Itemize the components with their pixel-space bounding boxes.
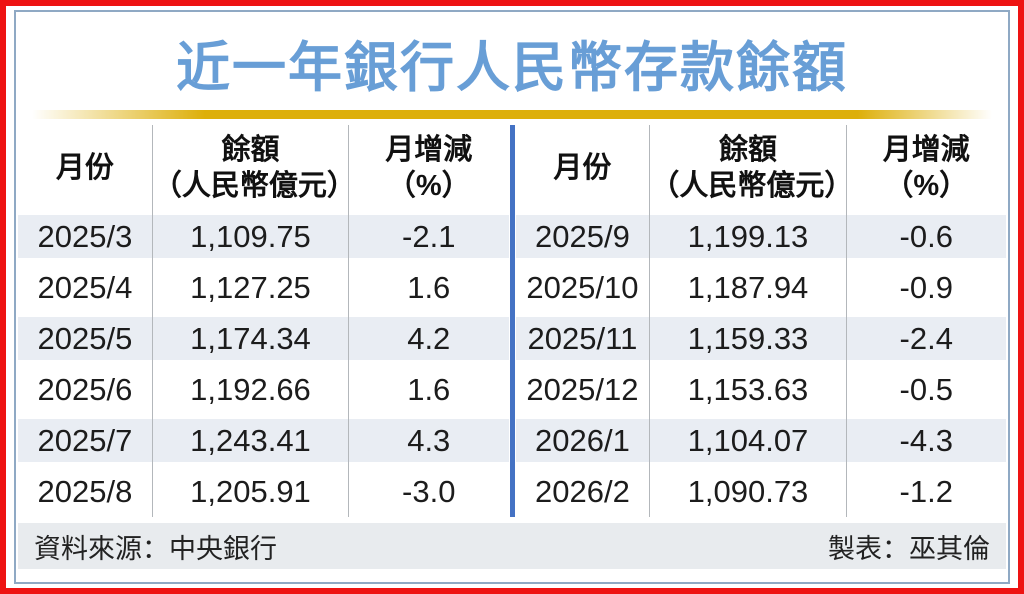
right-table-header: 月份 餘額 （人民幣億元） 月增減 （%） <box>516 125 1007 211</box>
left-table-body: 2025/3 1,109.75 -2.1 2025/4 1,127.25 1.6 2025/… <box>18 211 509 517</box>
center-divider <box>509 125 515 517</box>
balance-cell: 1,174.34 <box>153 313 350 364</box>
table-row: 2026/1 1,104.07 -4.3 <box>515 415 1006 466</box>
month-cell: 2025/4 <box>18 262 153 313</box>
change-cell: -0.5 <box>899 371 953 407</box>
table-row: 2025/9 1,199.13 -0.6 <box>515 211 1006 262</box>
month-cell: 2025/11 <box>516 313 651 364</box>
month-column-header: 月份 <box>516 125 651 211</box>
balance-cell: 1,192.66 <box>153 364 350 415</box>
content-area: 近一年銀行人民幣存款餘額 月份 餘額 （人民幣億元） 月增減 （%） <box>18 14 1006 580</box>
month-cell: 2025/12 <box>516 364 651 415</box>
balance-cell: 1,127.25 <box>153 262 350 313</box>
table-row: 2025/12 1,153.63 -0.5 <box>516 364 1007 415</box>
month-cell: 2025/7 <box>18 415 153 466</box>
table-row: 2025/4 1,127.25 1.6 <box>18 262 509 313</box>
month-cell: 2025/8 <box>18 466 153 517</box>
month-cell: 2025/6 <box>18 364 153 415</box>
month-cell: 2025/5 <box>18 313 153 364</box>
change-column-header: 月增減 （%） <box>847 125 1006 211</box>
change-column-header: 月增減 （%） <box>349 125 508 211</box>
change-header-line1: 月增減 <box>385 133 473 166</box>
change-cell: -3.0 <box>402 473 456 509</box>
table-row: 2025/3 1,109.75 -2.1 <box>18 211 509 262</box>
balance-cell: 1,153.63 <box>650 364 847 415</box>
change-cell: -2.4 <box>899 320 953 356</box>
change-cell: -1.2 <box>899 473 953 509</box>
balance-cell: 1,205.91 <box>153 466 350 517</box>
change-header-line1: 月增減 <box>882 133 970 166</box>
table-zone: 月份 餘額 （人民幣億元） 月增減 （%） 2025/3 1,109.75 -2.1… <box>18 125 1006 517</box>
table-row: 2026/2 1,090.73 -1.2 <box>516 466 1007 517</box>
footer-strip: 資料來源：中央銀行 製表：巫其倫 <box>18 523 1006 569</box>
change-cell: -0.6 <box>899 218 953 254</box>
month-cell: 2026/1 <box>516 415 651 466</box>
change-cell: -2.1 <box>402 218 456 254</box>
left-table-header: 月份 餘額 （人民幣億元） 月增減 （%） <box>18 125 509 211</box>
left-table: 月份 餘額 （人民幣億元） 月增減 （%） 2025/3 1,109.75 -2.1… <box>18 125 509 517</box>
change-header-line2: （%） <box>884 170 969 202</box>
month-cell: 2025/9 <box>516 211 651 262</box>
source-label: 資料來源：中央銀行 <box>34 533 277 564</box>
balance-column-header: 餘額 （人民幣億元） <box>152 125 356 211</box>
table-row: 2025/6 1,192.66 1.6 <box>18 364 509 415</box>
right-table-body: 2025/9 1,199.13 -0.6 2025/10 1,187.94 -0.9 202… <box>515 211 1007 517</box>
balance-header-line1: 餘額 <box>221 133 280 166</box>
month-column-header: 月份 <box>18 125 153 211</box>
month-header-label: 月份 <box>553 151 612 184</box>
balance-cell: 1,199.13 <box>650 211 847 262</box>
table-row: 2025/5 1,174.34 4.2 <box>18 313 509 364</box>
page-title: 近一年銀行人民幣存款餘額 <box>176 37 848 98</box>
month-cell: 2026/2 <box>516 466 651 517</box>
balance-column-header: 餘額 （人民幣億元） <box>650 125 854 211</box>
balance-cell: 1,243.41 <box>153 415 350 466</box>
month-cell: 2025/3 <box>18 211 153 262</box>
gold-divider-rule <box>32 110 992 119</box>
table-row: 2025/10 1,187.94 -0.9 <box>516 262 1007 313</box>
balance-cell: 1,159.33 <box>650 313 847 364</box>
balance-header-line2: （人民幣億元） <box>152 170 356 202</box>
balance-cell: 1,109.75 <box>153 211 350 262</box>
month-header-label: 月份 <box>55 151 114 184</box>
table-row: 2025/7 1,243.41 4.3 <box>18 415 509 466</box>
table-row: 2025/8 1,205.91 -3.0 <box>18 466 509 517</box>
balance-cell: 1,187.94 <box>650 262 847 313</box>
right-table: 月份 餘額 （人民幣億元） 月增減 （%） 2025/9 1,199.13 -0.6… <box>515 125 1007 517</box>
month-cell: 2025/10 <box>516 262 651 313</box>
change-header-line2: （%） <box>386 170 471 202</box>
table-row: 2025/11 1,159.33 -2.4 <box>515 313 1006 364</box>
balance-cell: 1,104.07 <box>650 415 847 466</box>
change-cell: 4.2 <box>407 320 451 356</box>
balance-header-line1: 餘額 <box>718 133 777 166</box>
change-cell: -0.9 <box>899 269 953 305</box>
change-cell: 1.6 <box>407 371 451 407</box>
change-cell: 4.3 <box>407 422 451 458</box>
balance-cell: 1,090.73 <box>650 466 847 517</box>
credit-label: 製表：巫其倫 <box>828 533 990 564</box>
balance-header-line2: （人民幣億元） <box>650 170 854 202</box>
change-cell: 1.6 <box>407 269 451 305</box>
change-cell: -4.3 <box>899 422 953 458</box>
